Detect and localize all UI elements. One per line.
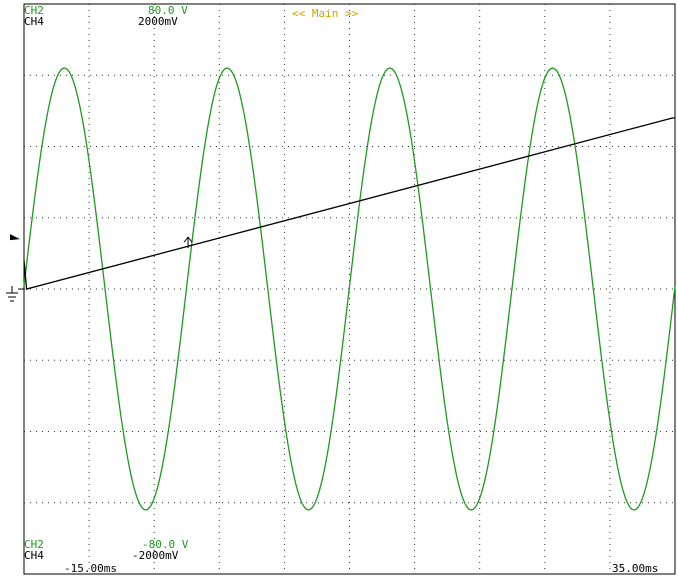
ch4-bottom-label: CH4	[24, 549, 44, 562]
ch4-ramp-trace	[23, 117, 675, 290]
ground-reference-icon	[6, 286, 18, 302]
trigger-level-icon	[10, 234, 20, 241]
ch2-top-scale: 80.0 V	[148, 4, 188, 17]
ch4-top-scale: 2000mV	[138, 15, 178, 28]
ch4-top-label: CH4	[24, 15, 44, 28]
time-end-label: 35.00ms	[612, 562, 659, 575]
ch2-sine-trace	[23, 67, 676, 511]
ch2-bottom-scale: -80.0 V	[142, 538, 189, 551]
view-title: << Main >>	[292, 7, 359, 20]
time-start-label: -15.00ms	[64, 562, 117, 575]
ch2-bottom-label: CH2	[24, 538, 44, 551]
ch2-top-label: CH2	[24, 4, 44, 17]
trigger-marker-icon	[183, 236, 193, 249]
ch4-bottom-scale: -2000mV	[132, 549, 179, 562]
